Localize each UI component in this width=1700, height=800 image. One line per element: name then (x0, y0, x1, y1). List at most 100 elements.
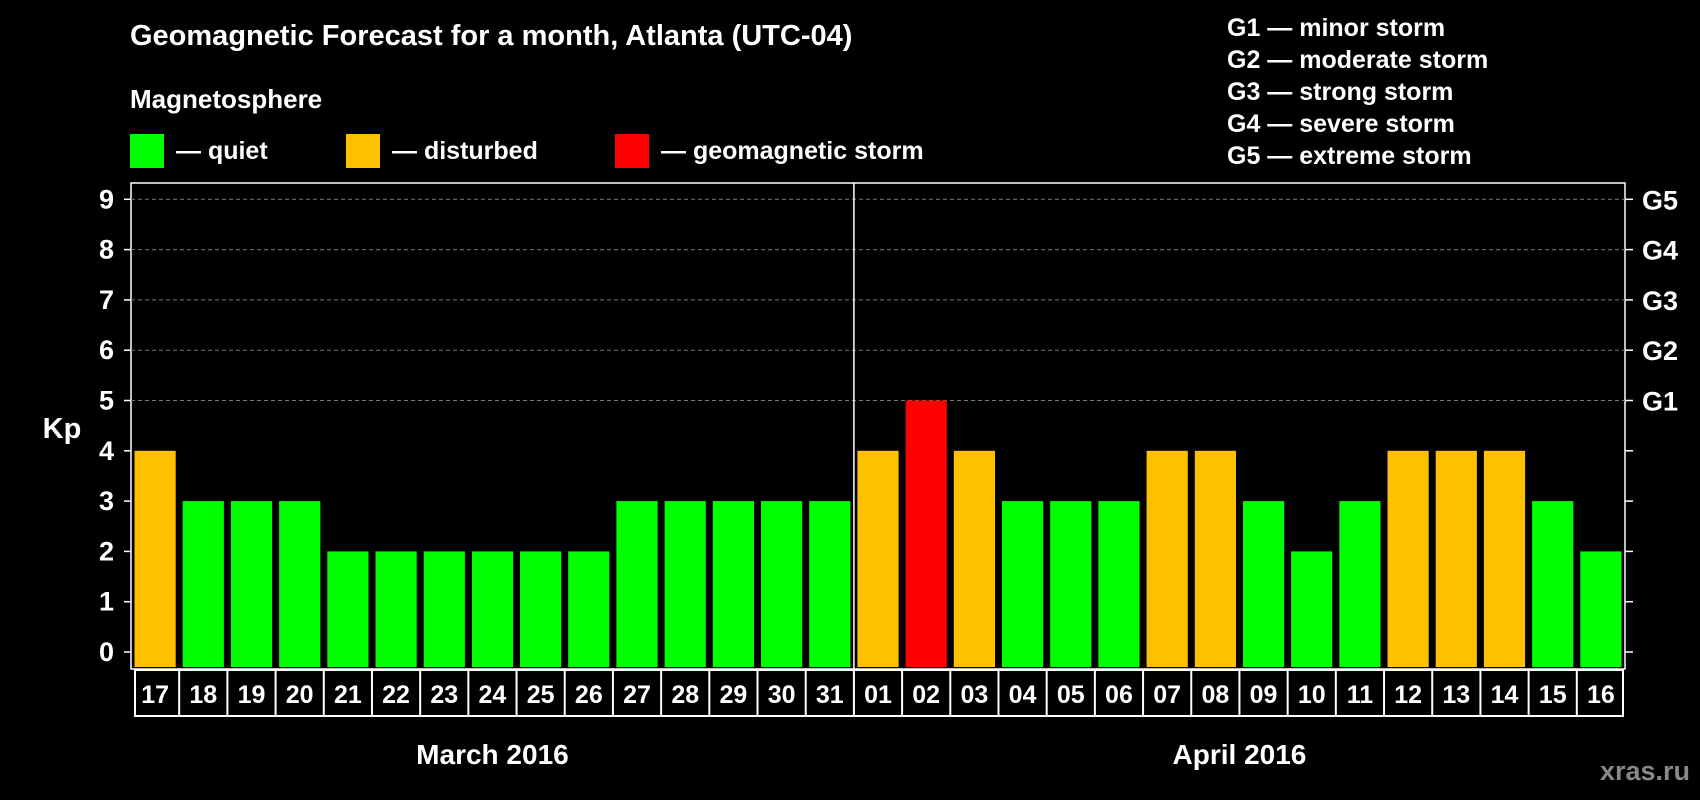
y-tick-label: 4 (99, 436, 114, 466)
storm-level-label: G3 (1642, 286, 1678, 316)
date-label: 17 (141, 681, 169, 709)
kp-bar (712, 501, 754, 667)
kp-bar (520, 551, 562, 667)
kp-bar (279, 501, 321, 667)
date-label: 09 (1250, 681, 1278, 709)
date-label: 21 (334, 681, 362, 709)
date-label: 14 (1491, 681, 1519, 709)
date-label: 07 (1153, 681, 1181, 709)
storm-scale-g3: G3 — strong storm (1227, 78, 1454, 106)
y-axis-label: Kp (43, 413, 82, 445)
kp-bar (327, 551, 369, 667)
kp-bar (1291, 551, 1333, 667)
kp-bar (375, 551, 417, 667)
storm-scale-g2: G2 — moderate storm (1227, 46, 1489, 74)
legend-label: — geomagnetic storm (661, 136, 924, 165)
y-tick-label: 1 (99, 587, 114, 617)
legend-label: — quiet (176, 136, 268, 165)
kp-bar (568, 551, 610, 667)
y-tick-label: 5 (99, 386, 114, 416)
kp-bar (1098, 501, 1140, 667)
kp-bar (1483, 450, 1526, 667)
month-label: March 2016 (416, 739, 569, 770)
kp-bar (1580, 551, 1622, 667)
date-label: 06 (1105, 681, 1133, 709)
storm-scale-legend: G1 — minor storm G2 — moderate storm G3 … (1227, 12, 1488, 172)
kp-bar (1339, 501, 1381, 667)
kp-bar (1194, 450, 1236, 667)
date-label: 11 (1347, 681, 1374, 709)
legend-item-quiet: — quiet (130, 134, 268, 168)
date-label: 20 (286, 681, 314, 709)
date-label: 12 (1394, 681, 1422, 709)
date-label: 24 (479, 681, 507, 709)
storm-level-label: G1 (1642, 387, 1678, 417)
legend-item-storm: — geomagnetic storm (615, 134, 924, 168)
watermark: xras.ru (1599, 756, 1690, 786)
month-label: April 2016 (1173, 739, 1307, 770)
storm-scale-g5: G5 — extreme storm (1227, 142, 1472, 170)
kp-bar (616, 501, 658, 667)
kp-bar (423, 551, 465, 667)
y-tick-label: 3 (99, 486, 114, 516)
y-tick-label: 6 (99, 335, 114, 365)
date-label: 26 (575, 681, 603, 709)
chart-title: Geomagnetic Forecast for a month, Atlant… (130, 20, 853, 52)
date-label: 29 (720, 681, 748, 709)
date-label: 01 (864, 681, 892, 709)
date-label: 30 (768, 681, 796, 709)
y-tick-label: 7 (99, 285, 114, 315)
kp-bar (1435, 450, 1477, 667)
date-label: 02 (912, 681, 940, 709)
date-label: 31 (816, 681, 844, 709)
date-label: 25 (527, 681, 555, 709)
date-label: 28 (671, 681, 699, 709)
date-label: 22 (382, 681, 410, 709)
kp-bar (1002, 501, 1044, 667)
kp-bar (761, 501, 803, 667)
quiet-swatch (130, 134, 164, 168)
disturbed-swatch (346, 134, 380, 168)
date-label: 05 (1057, 681, 1085, 709)
kp-bar (953, 450, 995, 667)
storm-swatch (615, 134, 649, 168)
date-label: 18 (189, 681, 217, 709)
date-label: 16 (1587, 681, 1615, 709)
date-row-frame (134, 669, 1624, 717)
date-label: 15 (1539, 681, 1567, 709)
storm-scale-g4: G4 — severe storm (1227, 110, 1455, 138)
kp-bar (905, 400, 947, 667)
kp-bar (1146, 450, 1188, 667)
date-label: 10 (1298, 681, 1326, 709)
date-label: 08 (1201, 681, 1229, 709)
kp-bar (857, 450, 899, 667)
kp-bar (809, 501, 851, 667)
kp-bar (1532, 501, 1574, 667)
kp-bar (471, 551, 514, 667)
storm-level-label: G2 (1642, 336, 1678, 366)
date-label: 13 (1442, 681, 1470, 709)
y-tick-label: 8 (99, 235, 114, 265)
kp-bar (182, 501, 224, 667)
storm-level-label: G5 (1642, 185, 1678, 215)
kp-bar (1050, 501, 1092, 667)
y-tick-label: 9 (99, 184, 114, 214)
date-label: 19 (238, 681, 266, 709)
kp-bar (1387, 450, 1429, 667)
legend-label: — disturbed (392, 136, 538, 165)
date-label: 27 (623, 681, 651, 709)
legend-heading: Magnetosphere (130, 84, 323, 114)
date-label: 04 (1009, 681, 1037, 709)
kp-bar (1243, 501, 1285, 667)
storm-scale-g1: G1 — minor storm (1227, 14, 1446, 42)
y-tick-label: 2 (99, 536, 114, 566)
date-label: 23 (430, 681, 458, 709)
kp-bar (230, 501, 273, 667)
kp-bar (134, 450, 176, 667)
y-tick-label: 0 (99, 637, 114, 667)
storm-level-label: G4 (1642, 236, 1678, 266)
kp-bar (664, 501, 706, 667)
date-label: 03 (960, 681, 988, 709)
legend-item-disturbed: — disturbed (346, 134, 538, 168)
